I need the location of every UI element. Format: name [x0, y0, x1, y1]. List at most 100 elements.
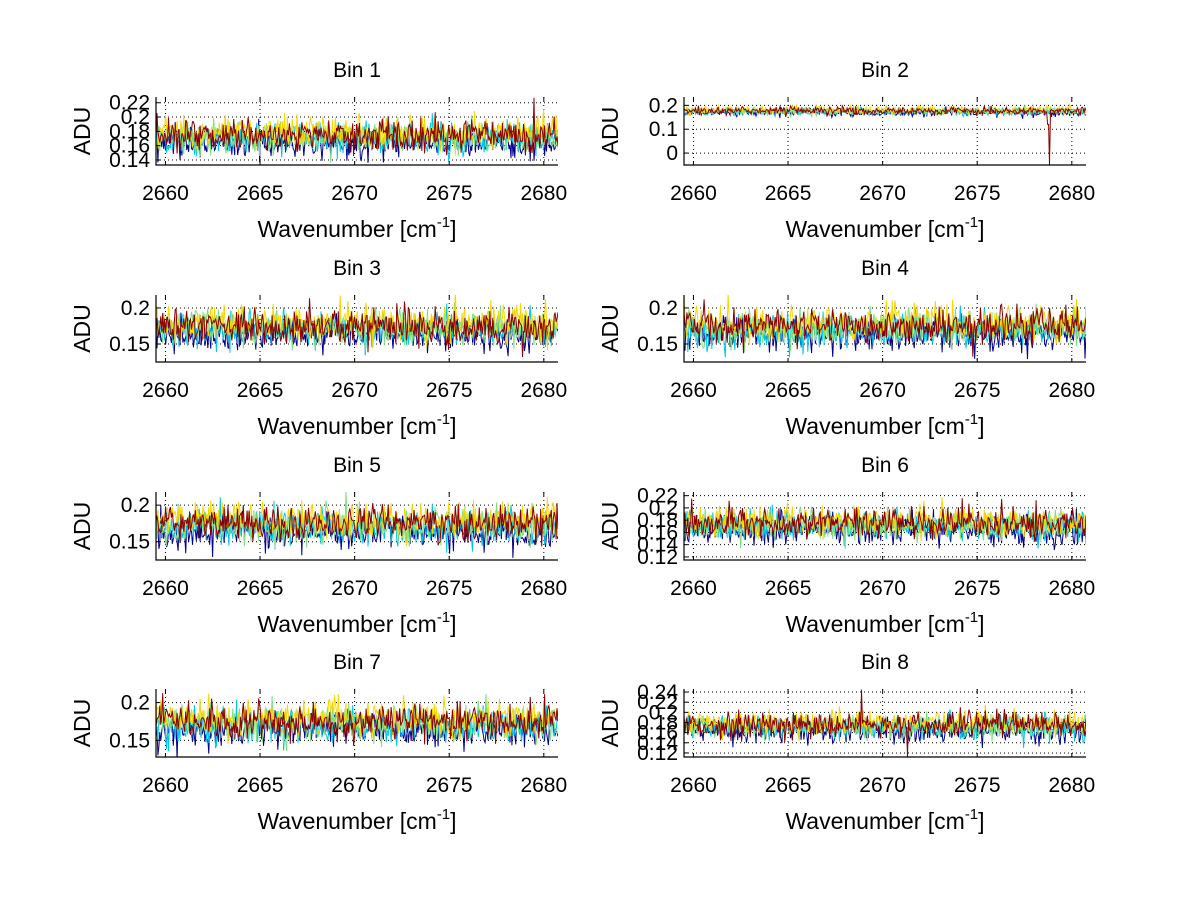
x-tick-label: 2660: [142, 182, 189, 205]
x-tick-label: 2675: [954, 182, 1001, 205]
x-axis-label-main: Wavenumber [cm: [257, 413, 436, 439]
x-tick-label: 2675: [426, 379, 473, 402]
x-tick-label: 2675: [954, 774, 1001, 797]
x-axis-label-tail: ]: [978, 611, 984, 637]
x-axis-label-tail: ]: [978, 216, 984, 242]
x-tick-label: 2680: [1048, 577, 1095, 600]
y-tick-label: 0.15: [109, 729, 150, 752]
x-tick-label: 2680: [520, 577, 567, 600]
y-axis-label: ADU: [69, 502, 95, 551]
y-axis-label: ADU: [69, 699, 95, 748]
axis-line: [683, 295, 1086, 363]
y-tick-label: 0.22: [637, 485, 678, 508]
x-tick-label: 2660: [142, 774, 189, 797]
subplot-bin-5: Bin 5 2660 2665 2670 2675 2680 0.15 0.2 ADU Waven…: [69, 454, 567, 637]
x-tick-label: 2670: [859, 182, 906, 205]
subplot-title: Bin 2: [861, 59, 909, 82]
y-tick-label: 0.2: [649, 701, 678, 724]
y-axis-label: ADU: [597, 304, 623, 353]
y-tick-label: 0.14: [637, 534, 678, 557]
x-axis-label-main: Wavenumber [cm: [257, 808, 436, 834]
subplot-title: Bin 4: [861, 257, 909, 280]
x-tick-label: 2665: [765, 577, 812, 600]
y-axis-label: ADU: [69, 107, 95, 156]
y-tick-label: 0.16: [109, 135, 150, 158]
y-tick-label: 0.2: [649, 297, 678, 320]
y-tick-label: 0.18: [637, 509, 678, 532]
y-tick-label: 0.2: [121, 297, 150, 320]
x-axis-label: Wavenumber [cm-1]: [785, 609, 984, 637]
y-tick-label: 0.15: [109, 531, 150, 554]
series-line-4: [684, 704, 1086, 741]
x-tick-label: 2660: [670, 577, 717, 600]
x-tick-label: 2665: [765, 774, 812, 797]
x-axis-label-tail: ]: [450, 413, 456, 439]
x-tick-label: 2675: [954, 577, 1001, 600]
subplot-bin-2: Bin 2 2660 2665 2670 2675 2680 00.10.2 ADU Waven…: [597, 59, 1095, 242]
x-axis-label: Wavenumber [cm-1]: [257, 411, 456, 439]
subplot-bin-3: Bin 3 2660 2665 2670 2675 2680 0.15 0.2 ADU Waven…: [69, 257, 567, 439]
series-line-5: [684, 689, 1086, 757]
subplot-title: Bin 6: [861, 454, 909, 477]
x-axis-label-main: Wavenumber [cm: [785, 808, 964, 834]
x-tick-label: 2660: [670, 379, 717, 402]
x-tick-label: 2665: [237, 379, 284, 402]
y-axis-label: ADU: [597, 107, 623, 156]
x-axis-label-main: Wavenumber [cm: [785, 611, 964, 637]
series-line-5: [684, 299, 1086, 357]
x-tick-label: 2675: [954, 379, 1001, 402]
subplot-bin-7: Bin 7 2660 2665 2670 2675 2680 0.15 0.2 ADU Waven…: [69, 651, 567, 834]
axis-line: [155, 295, 558, 363]
y-tick-label: 0.2: [121, 494, 150, 517]
subplot-title: Bin 1: [333, 59, 381, 82]
x-tick-label: 2680: [1048, 774, 1095, 797]
y-axis-label: ADU: [69, 304, 95, 353]
axis-line: [683, 689, 1086, 758]
series-line-5: [156, 502, 558, 547]
x-axis-label-superscript: -1: [965, 214, 978, 231]
x-tick-label: 2680: [1048, 379, 1095, 402]
x-axis-label-tail: ]: [450, 611, 456, 637]
y-tick-label: 0.18: [109, 120, 150, 143]
x-axis-label-main: Wavenumber [cm: [785, 413, 964, 439]
y-tick-label: 0.15: [637, 333, 678, 356]
subplot-title: Bin 7: [333, 651, 381, 674]
x-tick-label: 2670: [331, 577, 378, 600]
x-tick-label: 2670: [331, 379, 378, 402]
x-tick-label: 2670: [859, 577, 906, 600]
series-line-5: [156, 298, 558, 358]
series-line-4: [156, 497, 558, 547]
subplot-title: Bin 3: [333, 257, 381, 280]
x-axis-label-superscript: -1: [437, 411, 450, 428]
y-tick-label: 0.22: [637, 691, 678, 714]
subplot-title: Bin 8: [861, 651, 909, 674]
x-axis-label-superscript: -1: [437, 214, 450, 231]
y-tick-label: 0.12: [637, 742, 678, 765]
y-tick-label: 0.2: [121, 106, 150, 129]
x-axis-label-tail: ]: [978, 413, 984, 439]
x-tick-label: 2680: [520, 774, 567, 797]
x-axis-label-tail: ]: [450, 216, 456, 242]
x-axis-label: Wavenumber [cm-1]: [785, 806, 984, 834]
x-axis-label: Wavenumber [cm-1]: [257, 806, 456, 834]
x-tick-label: 2675: [426, 182, 473, 205]
y-tick-label: 0.15: [109, 333, 150, 356]
axis-line: [683, 492, 1086, 561]
x-tick-label: 2675: [426, 774, 473, 797]
axis-line: [683, 97, 1086, 166]
x-tick-label: 2665: [765, 379, 812, 402]
y-tick-label: 0.16: [637, 722, 678, 745]
y-tick-label: 0.2: [649, 497, 678, 520]
y-tick-label: 0: [666, 142, 678, 165]
x-axis-label: Wavenumber [cm-1]: [257, 609, 456, 637]
x-tick-label: 2680: [1048, 182, 1095, 205]
subplot-bin-4: Bin 4 2660 2665 2670 2675 2680 0.15 0.2 ADU Waven…: [597, 257, 1095, 439]
y-tick-label: 0.12: [637, 546, 678, 569]
y-tick-label: 0.1: [649, 118, 678, 141]
x-axis-label-main: Wavenumber [cm: [257, 611, 436, 637]
series-line-5: [156, 97, 558, 157]
x-axis-label: Wavenumber [cm-1]: [257, 214, 456, 242]
y-tick-label: 0.14: [637, 732, 678, 755]
x-tick-label: 2660: [142, 379, 189, 402]
x-tick-label: 2665: [765, 182, 812, 205]
